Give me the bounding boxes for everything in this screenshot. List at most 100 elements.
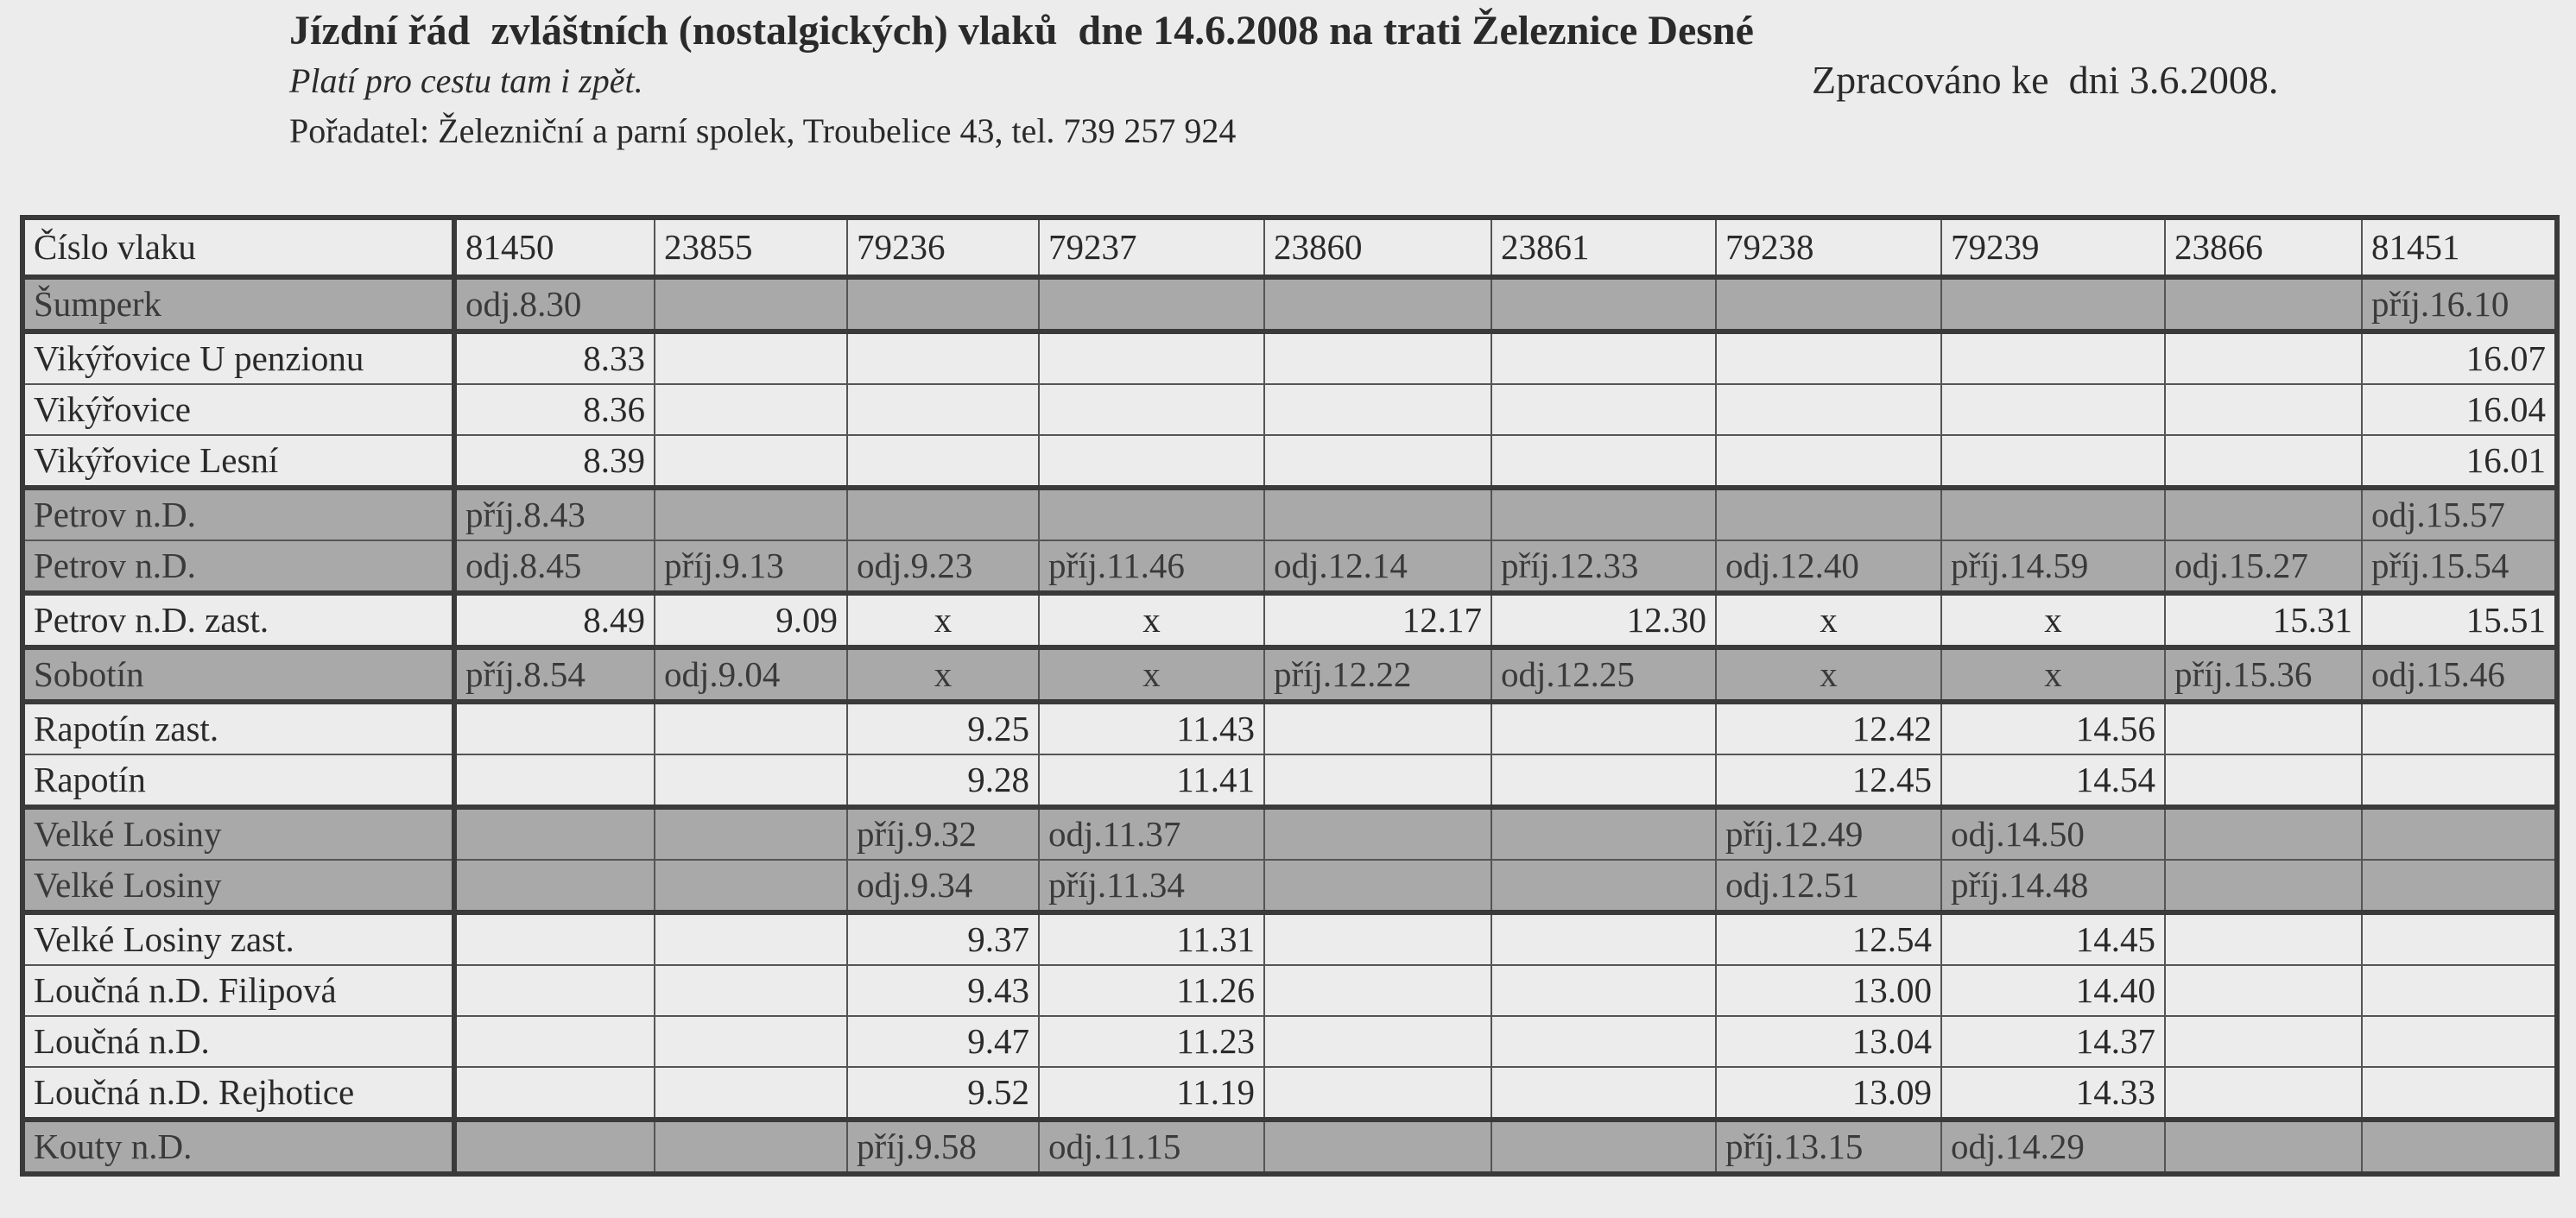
time-cell (2164, 1117, 2363, 1177)
time-cell (1715, 434, 1942, 489)
train-number: 81451 (2361, 217, 2558, 280)
header-row: Číslo vlaku 81450 23855 79236 79237 23860 2386… (22, 217, 2558, 280)
time-cell (2164, 754, 2363, 808)
time-cell (2164, 964, 2363, 1017)
time-cell: 13.09 (1715, 1066, 1942, 1120)
time-cell: příj.11.46 (1038, 540, 1265, 596)
time-cell: příj.14.59 (1940, 540, 2166, 596)
table-row: Kouty n.D. příj.9.58 odj.11.15 příj.13.15 od… (22, 1117, 2558, 1177)
time-cell (654, 859, 848, 915)
table-row: Loučná n.D. Filipová 9.43 11.26 13.00 14.40 (22, 964, 2558, 1017)
time-cell (2164, 331, 2363, 385)
time-cell (1263, 331, 1492, 385)
time-cell (654, 754, 848, 808)
time-cell (1263, 1117, 1492, 1177)
time-cell: 9.52 (846, 1066, 1040, 1120)
table-row: Vikýřovice U penzionu 8.33 16.07 (22, 331, 2558, 385)
time-cell (2164, 805, 2363, 861)
station-name: Loučná n.D. Rejhotice (22, 1066, 457, 1120)
time-cell (654, 434, 848, 489)
time-cell (453, 754, 655, 808)
time-cell (453, 701, 655, 755)
time-cell (1940, 485, 2166, 541)
time-cell: odj.12.40 (1715, 540, 1942, 596)
time-cell (1491, 964, 1717, 1017)
time-cell (1263, 1015, 1492, 1068)
time-cell: x (1940, 592, 2166, 648)
time-cell: odj.14.29 (1940, 1117, 2166, 1177)
station-name: Loučná n.D. (22, 1015, 457, 1068)
processed-date: Zpracováno ke dni 3.6.2008. (1812, 58, 2279, 102)
time-cell (654, 383, 848, 436)
time-cell (1491, 912, 1717, 966)
time-cell (2361, 859, 2558, 915)
time-cell (2361, 805, 2558, 861)
time-cell: 9.28 (846, 754, 1040, 808)
time-cell: 11.26 (1038, 964, 1265, 1017)
time-cell (654, 805, 848, 861)
station-name: Vikýřovice Lesní (22, 434, 457, 489)
time-cell (453, 964, 655, 1017)
time-cell (1263, 434, 1492, 489)
time-cell: příj.15.36 (2164, 645, 2363, 704)
table-row: Velké Losiny zast. 9.37 11.31 12.54 14.45 (22, 912, 2558, 966)
time-cell: 14.37 (1940, 1015, 2166, 1068)
time-cell (846, 275, 1040, 334)
time-cell: x (846, 645, 1040, 704)
time-cell (453, 805, 655, 861)
document-title: Jízdní řád zvláštních (nostalgických) vl… (289, 8, 1754, 54)
table-row: Vikýřovice Lesní 8.39 16.01 (22, 434, 2558, 489)
time-cell: odj.15.27 (2164, 540, 2363, 596)
train-number: 23855 (654, 217, 848, 280)
time-cell: příj.9.32 (846, 805, 1040, 861)
time-cell (1715, 485, 1942, 541)
time-cell: odj.11.37 (1038, 805, 1265, 861)
time-cell (2361, 1015, 2558, 1068)
time-cell (1491, 701, 1717, 755)
validity-note: Platí pro cestu tam i zpět. (289, 61, 643, 100)
time-cell (2361, 1117, 2558, 1177)
time-cell (1263, 701, 1492, 755)
time-cell (1715, 383, 1942, 436)
time-cell (2164, 485, 2363, 541)
train-number: 79238 (1715, 217, 1942, 280)
time-cell (654, 912, 848, 966)
time-cell (2164, 383, 2363, 436)
station-name: Vikýřovice (22, 383, 457, 436)
time-cell (654, 964, 848, 1017)
time-cell (1263, 964, 1492, 1017)
time-cell (654, 331, 848, 385)
time-cell (1038, 275, 1265, 334)
train-number: 23861 (1491, 217, 1717, 280)
time-cell (1491, 1066, 1717, 1120)
table-row: Sobotín příj.8.54 odj.9.04 x x příj.12.22 odj.… (22, 645, 2558, 704)
station-name: Rapotín zast. (22, 701, 457, 755)
table-row: Petrov n.D. odj.8.45 příj.9.13 odj.9.23 příj… (22, 540, 2558, 596)
time-cell (1940, 383, 2166, 436)
time-cell: x (1038, 592, 1265, 648)
time-cell: 14.54 (1940, 754, 2166, 808)
table-row: Velké Losiny příj.9.32 odj.11.37 příj.12.49… (22, 805, 2558, 861)
time-cell: odj.8.30 (453, 275, 655, 334)
time-cell (654, 1117, 848, 1177)
time-cell (1491, 434, 1717, 489)
time-cell (1491, 859, 1717, 915)
time-cell: 12.42 (1715, 701, 1942, 755)
train-number: 79237 (1038, 217, 1265, 280)
time-cell (2164, 859, 2363, 915)
time-cell: příj.8.54 (453, 645, 655, 704)
time-cell (654, 701, 848, 755)
time-cell (1263, 485, 1492, 541)
station-name: Petrov n.D. zast. (22, 592, 457, 648)
time-cell: příj.13.15 (1715, 1117, 1942, 1177)
time-cell: příj.9.13 (654, 540, 848, 596)
time-cell (1263, 383, 1492, 436)
time-cell: odj.12.51 (1715, 859, 1942, 915)
time-cell (654, 485, 848, 541)
time-cell (2164, 1066, 2363, 1120)
time-cell: 13.00 (1715, 964, 1942, 1017)
time-cell (846, 485, 1040, 541)
station-name: Velké Losiny (22, 859, 457, 915)
time-cell: odj.12.25 (1491, 645, 1717, 704)
time-cell (2361, 754, 2558, 808)
